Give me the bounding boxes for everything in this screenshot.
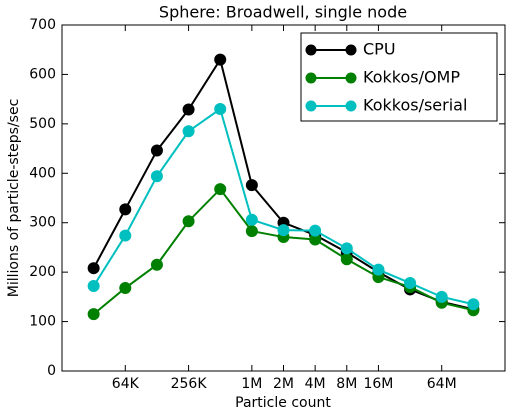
x-tick-label: 2M [273, 376, 294, 392]
data-point [119, 229, 132, 242]
x-tick-label: 16M [363, 376, 393, 392]
x-tick-label: 8M [336, 376, 357, 392]
legend-marker [305, 44, 317, 56]
data-point [245, 179, 258, 192]
data-point [150, 170, 163, 183]
data-point [340, 253, 353, 266]
data-point [182, 103, 195, 116]
data-point [182, 125, 195, 138]
legend-label: Kokkos/OMP [363, 68, 460, 87]
chart-title: Sphere: Broadwell, single node [159, 3, 407, 22]
y-tick-label: 500 [29, 116, 56, 132]
series-line [92, 107, 474, 306]
data-point [182, 215, 195, 228]
legend-marker [345, 100, 357, 112]
y-tick-label: 0 [47, 363, 56, 379]
data-point [87, 262, 100, 275]
data-point [435, 290, 448, 303]
x-tick-label: 256K [171, 376, 208, 392]
y-tick-label: 100 [29, 314, 56, 330]
plot-frame [61, 24, 506, 372]
legend-marker [305, 72, 317, 84]
x-tick-label: 64K [112, 376, 140, 392]
data-point [214, 183, 227, 196]
data-point [87, 279, 100, 292]
y-tick-label: 400 [29, 165, 56, 181]
y-tick-label: 200 [29, 264, 56, 280]
data-point [119, 281, 132, 294]
legend-marker [345, 44, 357, 56]
y-tick-label: 300 [29, 215, 56, 231]
data-point [245, 225, 258, 238]
legend-label: CPU [363, 40, 396, 59]
x-tick-label: 64M [427, 376, 457, 392]
data-point [214, 103, 227, 116]
data-point [372, 263, 385, 276]
data-point [340, 242, 353, 255]
data-point [150, 144, 163, 157]
legend-marker [305, 100, 317, 112]
y-axis-label: Millions of particle-steps/sec [6, 99, 22, 298]
data-point [150, 258, 163, 271]
y-tick-label: 600 [29, 66, 56, 82]
x-axis-label: Particle count [235, 395, 331, 411]
data-point [214, 53, 227, 66]
data-point [309, 224, 322, 237]
data-point [245, 213, 258, 226]
x-tick-label: 4M [305, 376, 326, 392]
data-point [119, 203, 132, 216]
data-point [404, 277, 417, 290]
legend-marker [345, 72, 357, 84]
legend-label: Kokkos/serial [363, 96, 467, 115]
y-tick-label: 700 [29, 17, 56, 33]
data-point [467, 298, 480, 311]
series-line [93, 187, 474, 315]
x-tick-label: 1M [241, 376, 262, 392]
data-point [277, 224, 290, 237]
data-point [87, 308, 100, 321]
